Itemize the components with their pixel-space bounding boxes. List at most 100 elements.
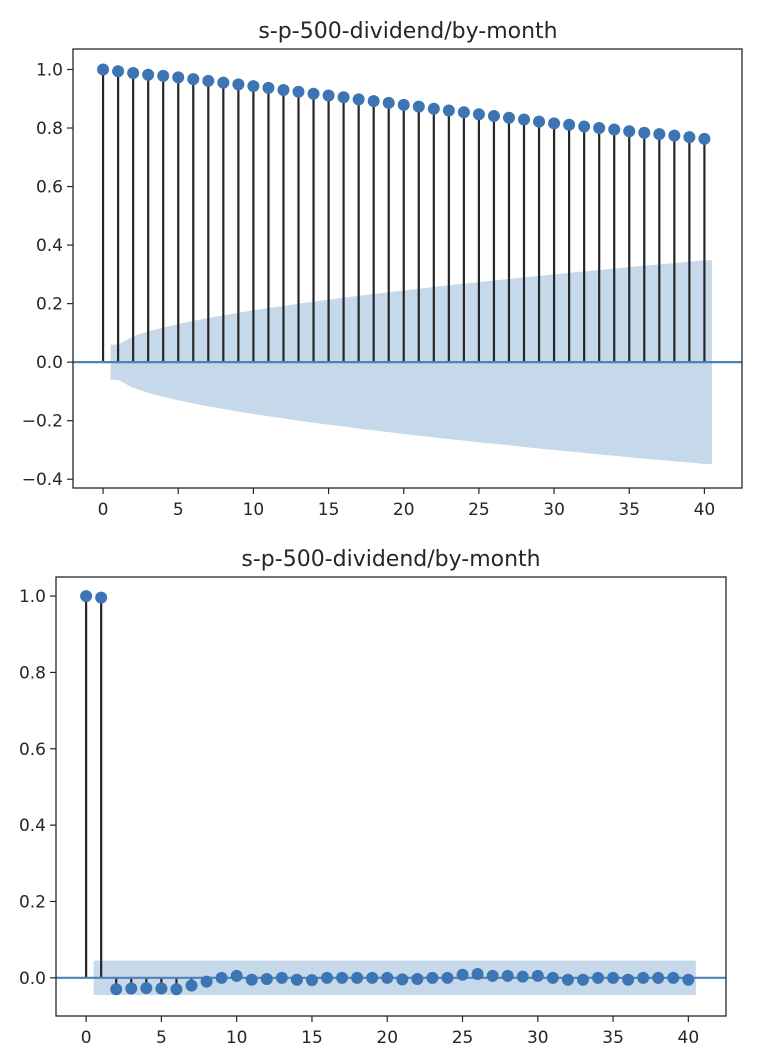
data-point: [396, 973, 409, 986]
y-tick-label: −0.4: [22, 470, 63, 490]
data-point: [397, 98, 410, 111]
data-point: [637, 971, 650, 984]
data-point: [245, 973, 258, 986]
data-point: [501, 969, 514, 982]
x-tick-label: 0: [81, 1028, 92, 1048]
data-point: [110, 983, 123, 996]
y-tick-label: 0.2: [19, 892, 46, 912]
x-tick-label: 10: [226, 1028, 248, 1048]
data-point: [170, 983, 183, 996]
chart-title: s-p-500-dividend/by-month: [241, 547, 540, 572]
x-tick-label: 30: [543, 500, 565, 520]
y-tick-label: 0.8: [19, 663, 46, 683]
data-point: [202, 74, 215, 87]
data-point: [561, 973, 574, 986]
pacf-chart: s-p-500-dividend/by-month 0 5 10 15 20 25 30 35…: [19, 547, 727, 1048]
data-point: [531, 969, 544, 982]
data-point: [698, 132, 711, 145]
data-point: [366, 971, 379, 984]
x-tick-label: 25: [452, 1028, 474, 1048]
y-tick-label: 0.6: [19, 740, 46, 760]
data-point: [95, 591, 108, 604]
x-tick-label: 10: [243, 500, 265, 520]
data-point: [427, 102, 440, 115]
data-point: [275, 971, 288, 984]
x-tick-label: 40: [678, 1028, 700, 1048]
data-point: [247, 80, 260, 93]
data-point: [185, 979, 198, 992]
data-point: [578, 120, 591, 133]
x-tick-label: 25: [468, 500, 490, 520]
x-tick-label: 0: [98, 500, 109, 520]
data-point: [576, 973, 589, 986]
data-point: [321, 971, 334, 984]
x-tick-label: 40: [694, 500, 716, 520]
x-tick-label: 15: [301, 1028, 323, 1048]
data-point: [502, 111, 515, 124]
data-point: [622, 973, 635, 986]
y-tick-label: 0.4: [36, 236, 63, 256]
data-point: [112, 65, 125, 78]
data-point: [157, 69, 170, 82]
data-point: [652, 971, 665, 984]
data-point: [97, 63, 110, 76]
data-point: [533, 115, 546, 128]
y-tick-label: 0.0: [36, 353, 63, 373]
data-point: [486, 969, 499, 982]
y-tick-label: 0.4: [19, 816, 46, 836]
data-point: [518, 113, 531, 126]
data-point: [546, 971, 559, 984]
data-point: [381, 971, 394, 984]
data-point: [682, 973, 695, 986]
data-point: [260, 972, 273, 985]
data-point: [125, 982, 138, 995]
data-point: [277, 83, 290, 96]
y-tick-label: 0.0: [19, 969, 46, 989]
data-point: [607, 971, 620, 984]
x-tick-label: 5: [156, 1028, 167, 1048]
data-point: [215, 971, 228, 984]
data-point: [200, 975, 213, 988]
data-point: [593, 122, 606, 135]
data-point: [638, 126, 651, 139]
data-point: [516, 970, 529, 983]
x-tick-label: 35: [602, 1028, 624, 1048]
data-point: [127, 66, 140, 79]
data-point: [668, 129, 681, 142]
data-point: [307, 87, 320, 100]
acf-chart: s-p-500-dividend/by-month 0 5 10 15 20 25 30 35…: [22, 19, 743, 520]
data-point: [230, 969, 243, 982]
data-point: [367, 95, 380, 108]
data-point: [337, 91, 350, 104]
chart-title: s-p-500-dividend/by-month: [258, 19, 557, 44]
data-point: [187, 73, 200, 86]
y-tick-label: 0.2: [36, 295, 63, 315]
data-point: [336, 971, 349, 984]
y-tick-label: −0.2: [22, 412, 63, 432]
x-tick-label: 20: [376, 1028, 398, 1048]
data-point: [592, 971, 605, 984]
data-point: [232, 78, 245, 91]
data-point: [623, 125, 636, 138]
y-tick-label: 1.0: [36, 60, 63, 80]
data-point: [217, 76, 230, 89]
data-point: [412, 100, 425, 113]
x-tick-label: 15: [318, 500, 340, 520]
data-point: [155, 982, 168, 995]
data-point: [471, 968, 484, 981]
data-point: [487, 110, 500, 123]
data-point: [172, 71, 185, 84]
data-point: [667, 971, 680, 984]
y-tick-label: 0.8: [36, 119, 63, 139]
data-point: [472, 108, 485, 121]
data-point: [426, 971, 439, 984]
data-point: [322, 89, 335, 102]
data-point: [351, 971, 364, 984]
y-tick-label: 0.6: [36, 178, 63, 198]
data-point: [262, 81, 275, 94]
data-point: [683, 131, 696, 144]
data-point: [292, 85, 305, 98]
axes-frame: [55, 576, 727, 1017]
data-point: [563, 118, 576, 131]
data-point: [305, 974, 318, 987]
